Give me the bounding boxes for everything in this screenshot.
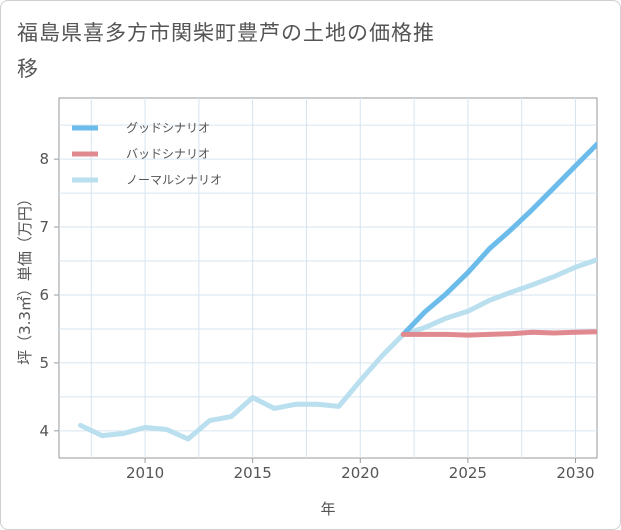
x-tick-label: 2030 [556,464,594,482]
series-line-1 [400,329,597,338]
x-tick-label: 2020 [341,464,379,482]
x-tick-label: 2015 [234,464,272,482]
y-tick-label: 8 [39,150,49,168]
legend-label-0: グッドシナリオ [126,121,210,135]
series-lines [78,141,597,442]
y-tick-label: 7 [39,218,49,236]
series-line-0 [400,141,597,337]
axes: 2010 2015 2020 2025 2030 4 5 6 7 8 年 坪（3.3㎡）単価（万円） [16,150,595,518]
x-tick-label: 2025 [449,464,487,482]
plot-frame [58,97,598,459]
x-tick-label: 2010 [126,464,164,482]
y-tick-label: 4 [39,422,49,440]
legend-label-2: ノーマルシナリオ [126,173,222,187]
grid-lines [58,97,598,459]
y-axis-title: 坪（3.3㎡）単価（万円） [16,191,34,365]
series-line-2 [78,257,597,442]
x-axis-title: 年 [320,500,335,518]
y-tick-label: 6 [39,286,49,304]
y-tick-label: 5 [39,354,49,372]
chart-title: 福島県喜多方市関柴町豊芦の土地の価格推移 [17,21,435,81]
legend-label-1: バッドシナリオ [126,147,210,161]
